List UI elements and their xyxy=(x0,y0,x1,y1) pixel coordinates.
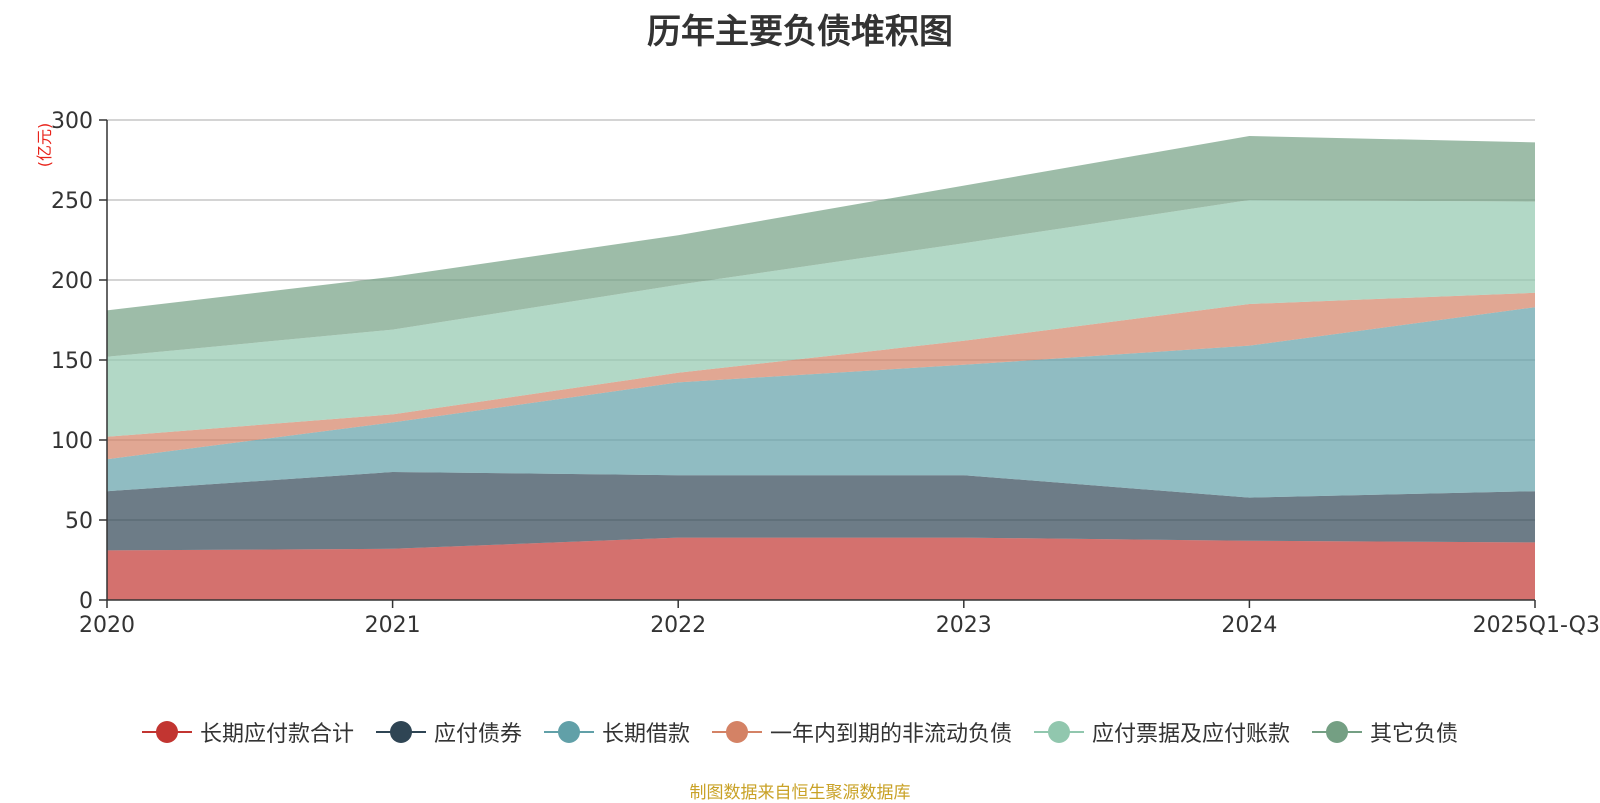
area-series-3 xyxy=(107,292,1535,460)
legend-label: 长期应付款合计 xyxy=(199,722,354,747)
legend-marker-icon xyxy=(375,720,426,744)
legend-marker-icon xyxy=(543,720,594,744)
legend-item-2[interactable]: 长期借款 xyxy=(543,716,690,748)
legend-marker-icon xyxy=(1312,720,1363,744)
y-tick-label-200: 200 xyxy=(51,269,93,294)
area-series-1 xyxy=(107,472,1535,551)
legend-label: 应付债券 xyxy=(433,722,522,747)
legend-item-3[interactable]: 一年内到期的非流动负债 xyxy=(712,716,1012,748)
legend: 长期应付款合计 应付债券 长期借款 一年内到期的非流动负债 应付票据及应付账款 其它负债 xyxy=(0,716,1600,748)
area-series-0 xyxy=(107,537,1535,600)
y-tick-label-100: 100 xyxy=(51,429,93,454)
area-series-5 xyxy=(107,136,1535,357)
legend-marker-icon xyxy=(141,720,192,744)
area-series-group xyxy=(107,136,1535,600)
x-tick-label-5: 2025Q1-Q3 xyxy=(1473,613,1600,638)
legend-marker-icon xyxy=(712,720,762,744)
legend-label: 长期借款 xyxy=(601,722,690,747)
area-series-4 xyxy=(107,200,1535,437)
x-tick-label-4: 2024 xyxy=(1221,613,1277,638)
axes: 0 50 100 150 200 250 300 2020 2021 2022 2023 2024 20… xyxy=(51,109,1600,638)
y-tick-label-250: 250 xyxy=(51,189,93,214)
legend-label: 一年内到期的非流动负债 xyxy=(770,722,1013,747)
x-tick-label-0: 2020 xyxy=(79,613,135,638)
chart-title: 历年主要负债堆积图 xyxy=(647,12,953,52)
x-tick-label-2: 2022 xyxy=(650,613,706,638)
y-axis-unit-label: (亿元) xyxy=(35,123,54,168)
x-tick-label-3: 2023 xyxy=(936,613,992,638)
legend-item-0[interactable]: 长期应付款合计 xyxy=(141,716,354,748)
area-series-2 xyxy=(107,307,1535,498)
legend-marker-icon xyxy=(1034,720,1085,744)
y-tick-label-0: 0 xyxy=(79,589,93,614)
y-tick-label-50: 50 xyxy=(65,509,93,534)
x-tick-label-1: 2021 xyxy=(365,613,421,638)
legend-label: 其它负债 xyxy=(1370,722,1459,747)
legend-item-1[interactable]: 应付债券 xyxy=(375,716,522,748)
source-note: 制图数据来自恒生聚源数据库 xyxy=(689,783,911,803)
legend-item-4[interactable]: 应付票据及应付账款 xyxy=(1034,716,1290,748)
y-tick-label-300: 300 xyxy=(51,109,93,134)
y-tick-label-150: 150 xyxy=(51,349,93,374)
legend-item-5[interactable]: 其它负债 xyxy=(1312,716,1458,748)
legend-label: 应付票据及应付账款 xyxy=(1092,722,1291,747)
stacked-area-chart: 0 50 100 150 200 250 300 2020 2021 2022 2023 2024 20… xyxy=(35,109,1600,638)
